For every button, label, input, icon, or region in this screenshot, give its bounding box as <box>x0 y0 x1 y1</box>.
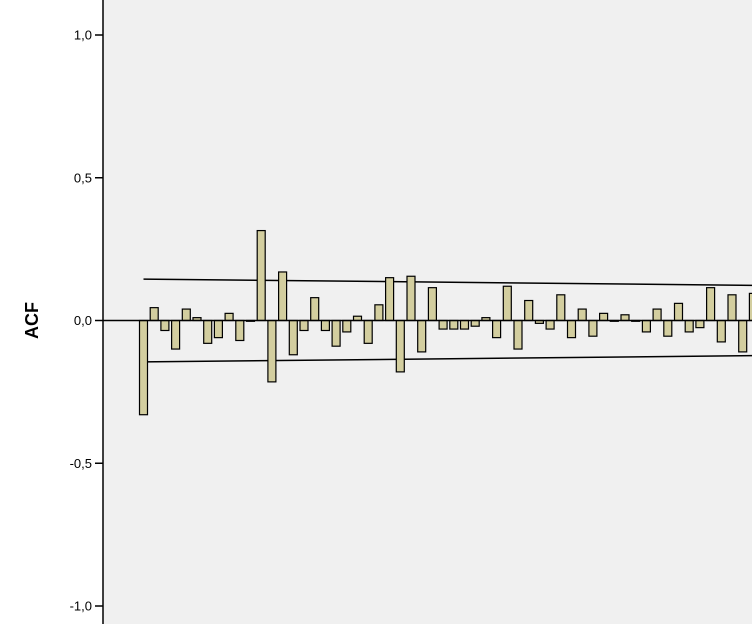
bar-lag-3 <box>160 319 170 332</box>
bar-lag-42 <box>577 308 587 322</box>
bar-lag-17 <box>310 297 320 322</box>
bar-lag-54 <box>705 287 716 322</box>
bar-lag-22 <box>363 319 373 344</box>
bar-lag-25 <box>395 319 405 373</box>
bar-lag-55 <box>716 319 726 343</box>
y-axis-ticks: 1,0 0,5 0,0 -0,5 -1,0 <box>70 28 103 614</box>
lower-confidence-limit <box>143 354 752 363</box>
y-tick-label: 0,5 <box>74 170 92 185</box>
bar-lag-5 <box>181 308 191 322</box>
bar-lag-57 <box>738 319 748 353</box>
bar-lag-40 <box>556 294 566 322</box>
bar-lag-53 <box>695 319 705 329</box>
bar-lag-58 <box>748 292 752 322</box>
bar-lag-12 <box>256 229 266 322</box>
y-axis-title: ACF <box>22 302 42 339</box>
bar-lag-18 <box>320 319 330 332</box>
y-tick-label: 1,0 <box>74 28 92 43</box>
bar-lag-44 <box>598 312 609 322</box>
y-tick-label: -1,0 <box>70 599 92 614</box>
bar-lag-52 <box>684 319 694 333</box>
bar-lag-30 <box>449 319 459 330</box>
bar-lag-27 <box>417 319 427 353</box>
bar-lag-35 <box>502 285 512 322</box>
bar-lag-4 <box>171 319 181 350</box>
bar-lag-36 <box>513 319 523 350</box>
bar-lag-24 <box>385 277 395 322</box>
bar-lag-13 <box>267 319 277 383</box>
bar-lag-29 <box>438 319 448 330</box>
bar-lag-8 <box>213 319 223 339</box>
plot-area <box>103 0 752 624</box>
bar-lag-10 <box>235 319 245 342</box>
bar-lag-39 <box>545 319 555 330</box>
bar-lag-16 <box>299 319 309 332</box>
bar-lag-23 <box>374 304 384 322</box>
bar-lag-56 <box>727 294 737 322</box>
bar-lag-43 <box>588 319 598 337</box>
bar-lag-7 <box>203 319 213 344</box>
bar-lag-32 <box>470 319 480 327</box>
bar-lag-20 <box>342 319 352 333</box>
bar-lag-37 <box>524 299 534 322</box>
bar-lag-49 <box>652 308 662 322</box>
confidence-limits <box>143 278 752 363</box>
bar-lag-50 <box>663 319 673 337</box>
bar-lag-34 <box>492 319 502 339</box>
bar-lag-28 <box>427 287 437 322</box>
bar-lag-1 <box>138 319 149 416</box>
bar-lag-9 <box>224 312 234 322</box>
bar-lag-26 <box>406 275 416 322</box>
bar-lag-46 <box>620 314 630 322</box>
bar-lag-14 <box>278 271 288 322</box>
bar-lag-41 <box>566 319 577 339</box>
bar-lag-2 <box>149 307 159 322</box>
y-tick-label: -0,5 <box>70 456 92 471</box>
bar-lag-51 <box>673 302 684 322</box>
bar-lag-19 <box>331 319 341 347</box>
y-tick-label: 0,0 <box>74 313 92 328</box>
bar-lag-31 <box>459 319 470 330</box>
bar-lag-48 <box>641 319 652 333</box>
bar-lag-15 <box>288 319 298 356</box>
upper-confidence-limit <box>143 278 752 287</box>
